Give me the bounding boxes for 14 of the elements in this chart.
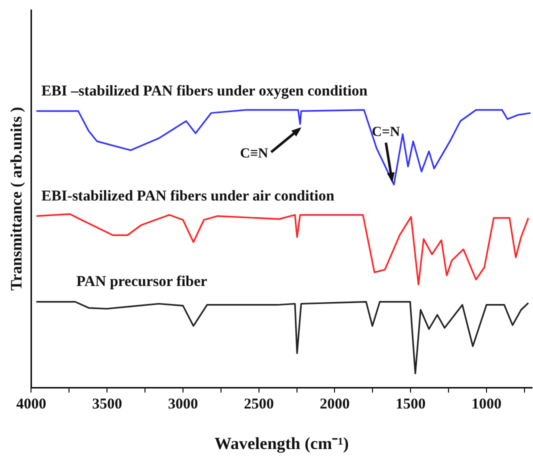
y-axis-title: Transmittance ( arb.units ) [8, 106, 26, 291]
x-tick-label: 1000 [471, 396, 502, 412]
series-label: EBI –stabilized PAN fibers under oxygen condition [41, 83, 368, 100]
x-tick-label: 3500 [92, 396, 122, 412]
x-tick-label: 3000 [168, 396, 198, 412]
series-label: PAN precursor fiber [76, 274, 208, 290]
annotation: C≡N [240, 146, 268, 162]
x-axis-title: Wavelength (cm⁻¹) [214, 434, 349, 454]
x-tick-label: 1500 [396, 396, 426, 412]
x-tick-label: 2500 [244, 396, 274, 412]
x-tick-label: 4000 [16, 396, 46, 412]
annotation: C=N [372, 125, 400, 140]
x-tick-label: 2000 [320, 396, 350, 412]
series-label: EBI-stabilized PAN fibers under air condition [41, 188, 335, 204]
